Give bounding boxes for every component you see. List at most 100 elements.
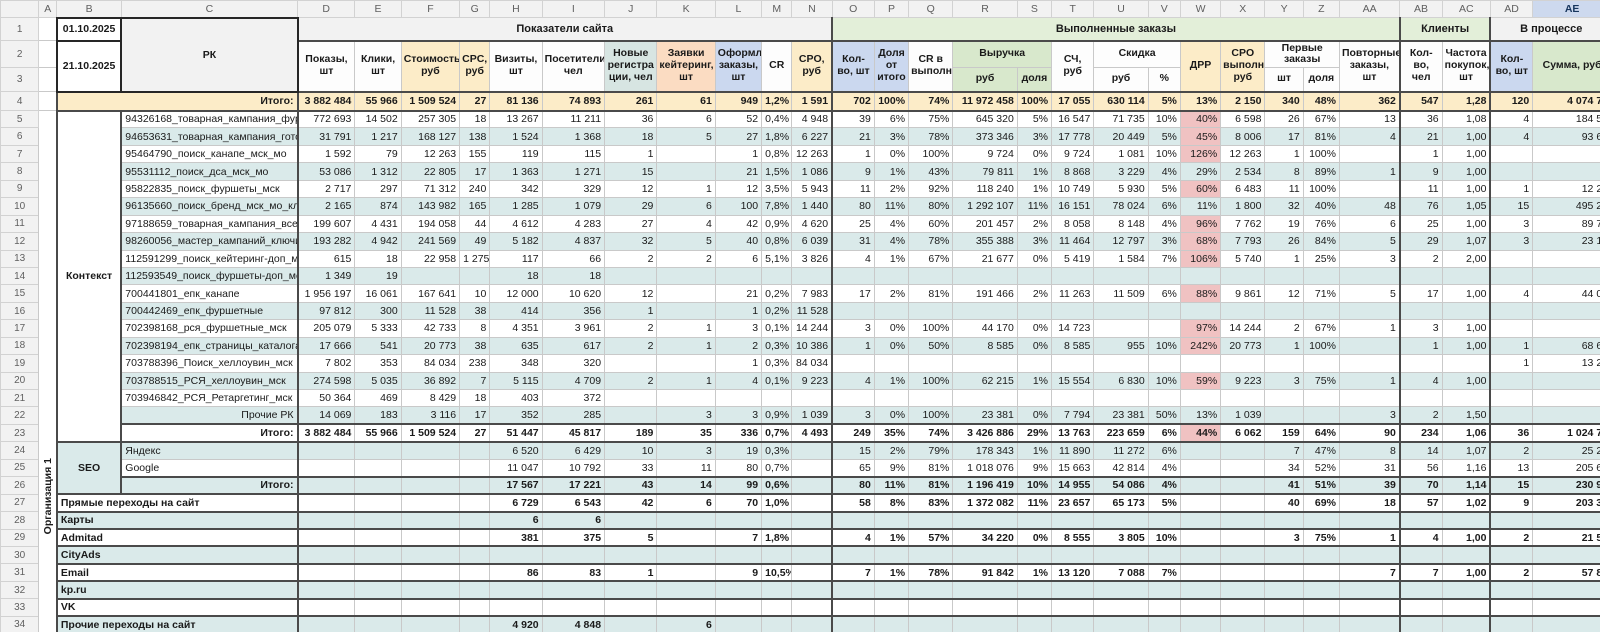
cell-AC4[interactable]: 1,28: [1441, 91, 1492, 112]
cell-Q23[interactable]: 74%: [908, 423, 954, 443]
cell-Z30[interactable]: [1302, 545, 1340, 565]
cell-G14[interactable]: [459, 266, 491, 286]
cell-G19[interactable]: 238: [459, 354, 491, 373]
cell-R33[interactable]: [952, 598, 1018, 618]
cell-C26[interactable]: Итого:: [120, 476, 299, 496]
cell-AA4[interactable]: 362: [1338, 91, 1401, 112]
cell-R21[interactable]: [952, 388, 1018, 408]
cell-O31[interactable]: 7: [831, 563, 875, 583]
cell-F13[interactable]: 22 958: [400, 249, 461, 268]
cell-AD29[interactable]: 2: [1489, 528, 1534, 548]
cell-K13[interactable]: 2: [656, 249, 716, 268]
header-M[interactable]: CR: [761, 40, 793, 93]
cell-O17[interactable]: 3: [831, 319, 875, 338]
cell-AA30[interactable]: [1338, 545, 1401, 565]
cell-W32[interactable]: [1179, 580, 1222, 600]
cell-N26[interactable]: [791, 476, 834, 496]
cell-D18[interactable]: 17 666: [296, 336, 356, 356]
cell-AB8[interactable]: 9: [1399, 162, 1443, 181]
cell-AC29[interactable]: 1,00: [1441, 528, 1492, 548]
cell-M28[interactable]: [761, 511, 793, 531]
cell-O10[interactable]: 80: [831, 197, 875, 216]
seo-group-cell[interactable]: SEO: [55, 441, 123, 496]
cell-S19[interactable]: [1016, 354, 1053, 373]
cell-X15[interactable]: 9 861: [1220, 284, 1266, 303]
cell-N16[interactable]: 11 528: [791, 301, 834, 321]
cell-Y16[interactable]: [1264, 301, 1304, 321]
cell-F14[interactable]: [400, 266, 461, 286]
cell-AB14[interactable]: [1399, 266, 1443, 286]
cell-AA16[interactable]: [1338, 301, 1401, 321]
cell-AD26[interactable]: 15: [1489, 476, 1534, 496]
cell-P18[interactable]: 0%: [873, 336, 910, 356]
cell-L10[interactable]: 100: [714, 197, 763, 216]
cell-R16[interactable]: [952, 301, 1018, 321]
cell-T27[interactable]: 23 657: [1051, 493, 1095, 513]
cell-C15[interactable]: 700441801_епк_канапе: [120, 284, 299, 303]
cell-W22[interactable]: 13%: [1179, 406, 1222, 426]
cell-AA22[interactable]: 3: [1338, 406, 1401, 426]
cell-D7[interactable]: 1 592: [296, 144, 356, 164]
cell-I30[interactable]: [541, 545, 606, 565]
cell-R13[interactable]: 21 677: [952, 249, 1018, 268]
cell-K29[interactable]: [656, 528, 716, 548]
cell-P19[interactable]: [873, 354, 910, 373]
cell-S14[interactable]: [1016, 266, 1053, 286]
cell-Z28[interactable]: [1302, 511, 1340, 531]
cell-X34[interactable]: [1220, 615, 1266, 632]
cell-O11[interactable]: 25: [831, 214, 875, 234]
cell-AE10[interactable]: 495 24: [1532, 197, 1600, 216]
cell-J16[interactable]: 1: [604, 301, 658, 321]
cell-AD14[interactable]: [1489, 266, 1534, 286]
cell-S25[interactable]: 9%: [1016, 458, 1053, 478]
cell-W34[interactable]: [1179, 615, 1222, 632]
header-AD[interactable]: Кол-во, шт: [1489, 40, 1534, 93]
cell-T24[interactable]: 11 890: [1051, 441, 1095, 460]
cell-Q7[interactable]: 100%: [908, 144, 954, 164]
cell-W29[interactable]: [1179, 528, 1222, 548]
cell-Y28[interactable]: [1264, 511, 1304, 531]
cell-O33[interactable]: [831, 598, 875, 618]
cell-V18[interactable]: 10%: [1147, 336, 1181, 356]
cell-E11[interactable]: 4 431: [354, 214, 402, 234]
cell-H34[interactable]: 4 920: [489, 615, 543, 632]
cell-Y26[interactable]: 41: [1264, 476, 1304, 496]
header-N[interactable]: CPO, руб: [791, 40, 834, 93]
cell-E19[interactable]: 353: [354, 354, 402, 373]
cell-N10[interactable]: 1 440: [791, 197, 834, 216]
cell-K23[interactable]: 35: [656, 423, 716, 443]
cell-J4[interactable]: 261: [604, 91, 658, 112]
col-letter-C[interactable]: C: [120, 0, 299, 18]
col-letter-AD[interactable]: AD: [1489, 0, 1534, 18]
cell-H19[interactable]: 348: [489, 354, 543, 373]
cell-AD23[interactable]: 36: [1489, 423, 1534, 443]
cell-AB18[interactable]: 1: [1399, 336, 1443, 356]
cell-U16[interactable]: [1093, 301, 1149, 321]
cell-V7[interactable]: 10%: [1147, 144, 1181, 164]
cell-H20[interactable]: 5 115: [489, 371, 543, 391]
cell-O12[interactable]: 31: [831, 232, 875, 251]
cell-AB12[interactable]: 29: [1399, 232, 1443, 251]
cell-X31[interactable]: [1220, 563, 1266, 583]
cell-AE9[interactable]: 12 24: [1532, 179, 1600, 199]
cell-W18[interactable]: 242%: [1179, 336, 1222, 356]
cell-U31[interactable]: 7 088: [1093, 563, 1149, 583]
cell-D34[interactable]: [296, 615, 356, 632]
cell-G25[interactable]: [459, 458, 491, 478]
cell-V16[interactable]: [1147, 301, 1181, 321]
cell-P23[interactable]: 35%: [873, 423, 910, 443]
cell-T33[interactable]: [1051, 598, 1095, 618]
cell-Y24[interactable]: 7: [1264, 441, 1304, 460]
cell-I29[interactable]: 375: [541, 528, 606, 548]
cell-J15[interactable]: 12: [604, 284, 658, 303]
cell-P20[interactable]: 1%: [873, 371, 910, 391]
cell-T15[interactable]: 11 263: [1051, 284, 1095, 303]
cell-Q24[interactable]: 79%: [908, 441, 954, 460]
cell-U8[interactable]: 3 229: [1093, 162, 1149, 181]
cell-D28[interactable]: [296, 511, 356, 531]
row-header-23[interactable]: 23: [0, 423, 40, 443]
cell-AC12[interactable]: 1,07: [1441, 232, 1492, 251]
cell-M16[interactable]: 0,2%: [761, 301, 793, 321]
cell-R27[interactable]: 1 372 082: [952, 493, 1018, 513]
cell-Z14[interactable]: [1302, 266, 1340, 286]
